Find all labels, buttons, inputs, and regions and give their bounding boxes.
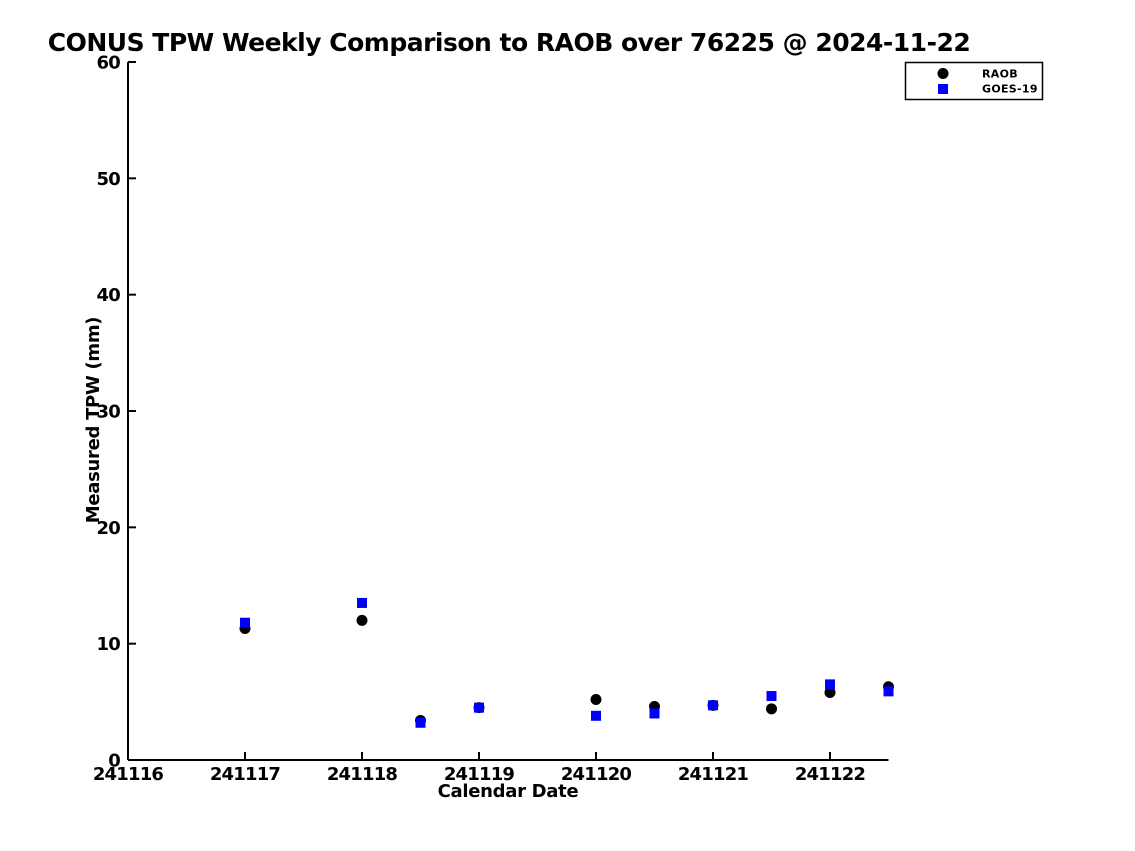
x-tick-label: 241119: [444, 764, 515, 785]
y-tick-label: 20: [97, 518, 121, 539]
x-tick-label: 241122: [795, 764, 865, 785]
chart-title: CONUS TPW Weekly Comparison to RAOB over…: [48, 28, 970, 57]
y-tick-label: 40: [97, 285, 121, 306]
raob-marker-icon: [937, 68, 949, 79]
raob-point: [356, 614, 368, 626]
raob-point: [824, 687, 836, 699]
x-axis-label: Calendar Date: [438, 781, 579, 802]
y-tick-label: 0: [108, 751, 120, 772]
legend-label-goes19: GOES-19: [982, 83, 1038, 96]
goes19-marker-icon: [938, 84, 948, 94]
legend: RAOB GOES-19: [904, 61, 1044, 101]
axes: 241116 241117 241118 241119 241120 241121 2411…: [93, 53, 889, 785]
raob-point: [590, 694, 602, 706]
y-tick-label: 30: [97, 402, 121, 423]
y-axis-label: Measured TPW (mm): [83, 317, 104, 524]
goes-19-point: [825, 679, 835, 690]
goes-19-point: [708, 700, 718, 711]
x-tick-label: 241116: [93, 764, 164, 785]
goes-19-point: [474, 702, 484, 713]
data-points: [239, 597, 894, 728]
x-tick-label: 241118: [327, 764, 398, 785]
goes-19-point: [357, 597, 367, 608]
goes-19-point: [415, 717, 426, 728]
legend-label-raob: RAOB: [982, 68, 1018, 81]
goes-19-point: [591, 710, 601, 721]
y-tick-label: 50: [97, 169, 121, 190]
raob-point: [766, 703, 777, 715]
goes-19-point: [240, 617, 250, 628]
goes-19-point: [766, 691, 777, 702]
goes-19-point: [649, 708, 660, 719]
y-tick-label: 60: [97, 53, 121, 74]
y-tick-label: 10: [97, 634, 121, 655]
x-tick-label: 241121: [678, 764, 749, 785]
x-tick-label: 241117: [210, 764, 281, 785]
goes-19-point: [883, 686, 894, 697]
legend-frame: [904, 61, 1044, 101]
x-tick-label: 241120: [561, 764, 632, 785]
